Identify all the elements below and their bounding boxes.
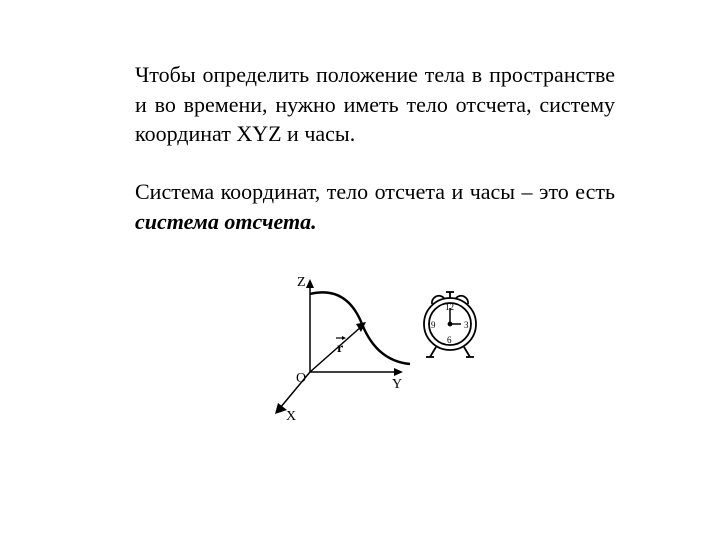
origin-label: O	[296, 371, 306, 386]
axis-label-z: Z	[297, 275, 306, 290]
paragraph-2-lead: Система координат, тело отсчета и часы –…	[135, 179, 615, 204]
paragraph-1: Чтобы определить положение тела в простр…	[135, 60, 615, 149]
axis-label-y: Y	[392, 377, 402, 392]
clock-9: 9	[431, 320, 436, 330]
clock-3: 3	[464, 320, 469, 330]
axis-label-x: X	[286, 409, 296, 424]
paragraph-2-emphasis: система отсчета.	[135, 209, 317, 234]
reference-frame-diagram: Z Y X O r	[240, 264, 510, 424]
paragraph-2: Система координат, тело отсчета и часы –…	[135, 177, 615, 236]
diagram-container: Z Y X O r	[135, 264, 615, 424]
vector-label-group: r	[336, 336, 346, 356]
clock-6: 6	[447, 335, 452, 345]
vector-label: r	[337, 341, 343, 356]
slide: Чтобы определить положение тела в простр…	[0, 0, 720, 424]
clock-12: 12	[445, 302, 454, 312]
